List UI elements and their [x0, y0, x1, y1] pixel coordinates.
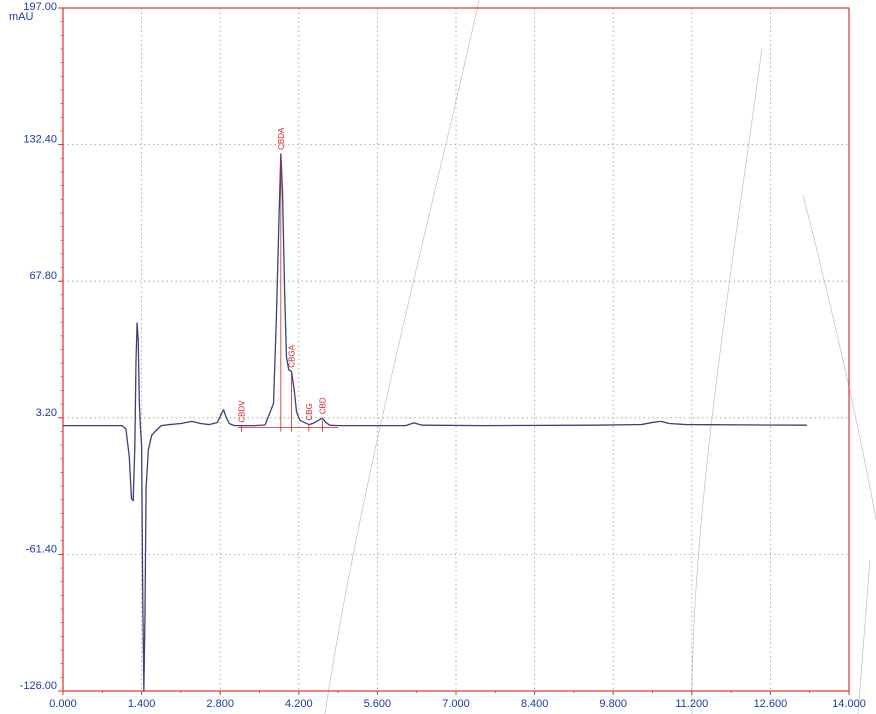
y-tick-label: 67.80 — [29, 270, 57, 282]
x-tick-label: 7.000 — [442, 698, 470, 710]
signal-trace — [63, 153, 807, 692]
x-tick-labels: 0.000 1.400 2.800 4.200 5.600 7.000 8.400 9.800… — [49, 698, 866, 710]
peak-label: CBGA — [288, 344, 297, 367]
x-tick-label: 2.800 — [206, 698, 234, 710]
stray-line — [857, 559, 871, 714]
stray-line-artifacts — [324, 0, 876, 714]
x-tick-label: 8.400 — [521, 698, 549, 710]
peak-label: CBDA — [277, 127, 286, 150]
x-tick-label: 14.000 — [832, 698, 866, 710]
peak-label: CBDV — [238, 400, 247, 423]
peak-label: CBD — [318, 397, 327, 414]
y-tick-label: 3.20 — [36, 407, 57, 419]
x-tick-label: 12.600 — [754, 698, 788, 710]
stray-line — [324, 0, 480, 714]
y-unit-label: mAU — [9, 11, 34, 23]
grid-lines — [63, 8, 849, 691]
x-tick-label: 11.200 — [675, 698, 708, 710]
y-tick-labels: 197.00 132.40 67.80 3.20 -61.40 -126.00 — [20, 1, 57, 692]
x-tick-label: 1.400 — [128, 698, 156, 710]
x-tick-label: 5.600 — [364, 698, 392, 710]
peak-label: CBG — [305, 403, 314, 420]
x-tick-label: 0.000 — [49, 698, 77, 710]
x-tick-label: 4.200 — [285, 698, 313, 710]
y-tick-label: 132.40 — [23, 134, 57, 146]
y-tick-label: 197.00 — [23, 1, 57, 13]
y-tick-label: -61.40 — [26, 543, 57, 555]
y-tick-label: -126.00 — [20, 680, 57, 692]
stray-line — [802, 194, 876, 521]
axes — [58, 7, 850, 695]
stray-line — [691, 47, 763, 714]
x-tick-label: 9.800 — [599, 698, 627, 710]
peak-markers: CBDV CBDA CBGA CBG CBD — [238, 127, 339, 432]
